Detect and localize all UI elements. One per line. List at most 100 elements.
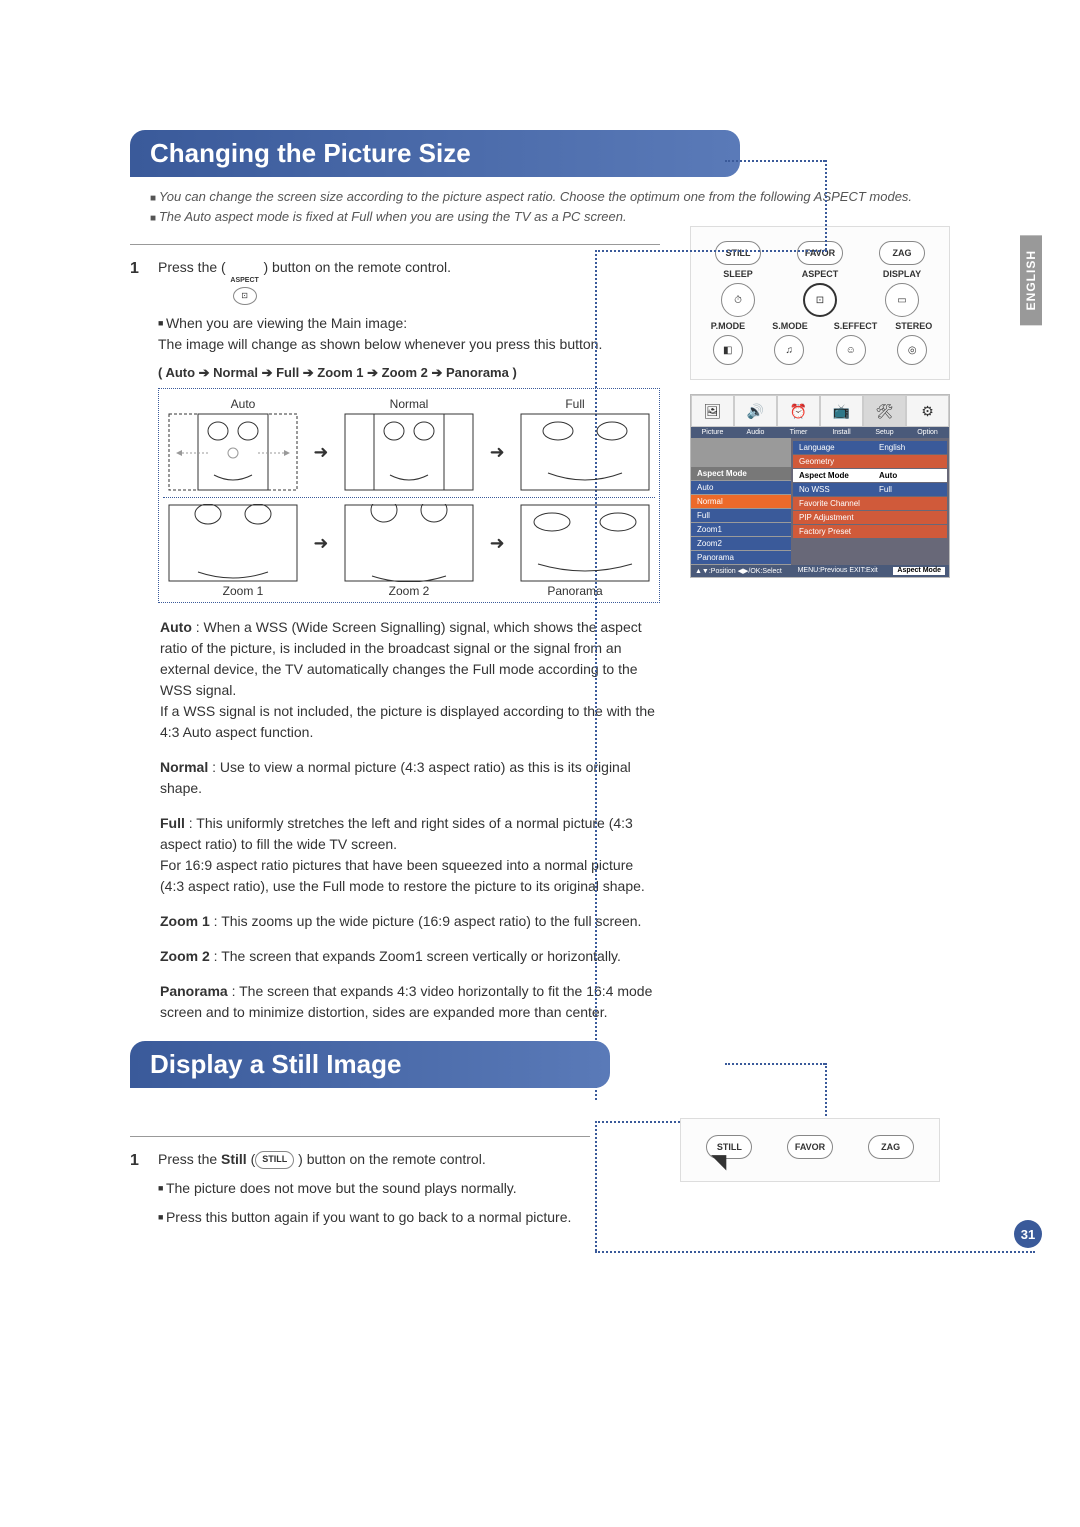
- mode-sequence: ( Auto ➔ Normal ➔ Full ➔ Zoom 1 ➔ Zoom 2…: [158, 363, 660, 383]
- osd-tab-icon: 🛠: [863, 395, 906, 427]
- remote-label: P.MODE: [711, 321, 745, 331]
- desc-text: : This uniformly stretches the left and …: [160, 815, 645, 894]
- step-sub: The picture does not move but the sound …: [158, 1178, 590, 1199]
- dot-decoration: [725, 1063, 825, 1065]
- osd-tab-icon: 📺: [820, 395, 863, 427]
- page-number: 31: [1014, 1220, 1042, 1248]
- step-text: ) button on the remote control.: [263, 259, 451, 275]
- desc-label: Zoom 2: [160, 948, 210, 964]
- osd-tab-icon: ⚙: [906, 395, 949, 427]
- osd-menu: 🖼 🔊 ⏰ 📺 🛠 ⚙ PictureAudioTimerInstallSetu…: [690, 394, 950, 578]
- diagram-panorama: [520, 504, 650, 582]
- remote-label: STEREO: [895, 321, 929, 331]
- dot-decoration: [825, 1063, 827, 1123]
- osd-item: Zoom2: [691, 537, 791, 550]
- step-text: ) button on the remote control.: [294, 1151, 485, 1167]
- osd-item: Auto: [691, 481, 791, 494]
- osd-tab-icon: ⏰: [777, 395, 820, 427]
- remote-label: S.EFFECT: [834, 321, 868, 331]
- dot-decoration: [595, 250, 827, 252]
- divider: [130, 244, 660, 245]
- remote-label: DISPLAY: [879, 269, 925, 279]
- aspect-diagram: Auto Normal Full ➜ ➜: [158, 388, 660, 603]
- step-text: Press the: [158, 1151, 221, 1167]
- section-title-still-image: Display a Still Image: [130, 1041, 610, 1088]
- step-sub: Press this button again if you want to g…: [158, 1207, 590, 1228]
- intro-line-1: You can change the screen size according…: [150, 189, 912, 204]
- osd-tab-icon: 🔊: [734, 395, 777, 427]
- desc-text: : The screen that expands 4:3 video hori…: [160, 983, 652, 1020]
- section-title-picture-size: Changing the Picture Size: [130, 130, 740, 177]
- step-sub: When you are viewing the Main image: The…: [158, 313, 660, 355]
- language-tab: ENGLISH: [1020, 235, 1042, 325]
- intro-line-2: The Auto aspect mode is fixed at Full wh…: [150, 209, 627, 224]
- osd-tab-icon: 🖼: [691, 395, 734, 427]
- step-number: 1: [130, 1149, 146, 1228]
- diagram-label: Zoom 2: [344, 582, 474, 600]
- desc-label: Panorama: [160, 983, 228, 999]
- remote-favor-button: FAVOR: [787, 1135, 833, 1159]
- pmode-icon: ◧: [713, 335, 743, 365]
- remote-favor-button: FAVOR: [797, 241, 843, 265]
- osd-item: Panorama: [691, 551, 791, 564]
- step-text: Press the (: [158, 259, 226, 275]
- osd-item: Normal: [691, 495, 791, 508]
- diagram-normal: [344, 413, 474, 491]
- remote-illustration-2: STILL FAVOR ZAG ◥: [680, 1118, 940, 1182]
- diagram-label: Panorama: [510, 582, 640, 600]
- display-icon: ▭: [885, 283, 919, 317]
- osd-item: Zoom1: [691, 523, 791, 536]
- remote-zag-button: ZAG: [879, 241, 925, 265]
- diagram-label: Zoom 1: [178, 582, 308, 600]
- desc-label: Auto: [160, 619, 192, 635]
- dot-decoration: [725, 160, 825, 162]
- remote-label: ASPECT: [797, 269, 843, 279]
- dot-decoration: [595, 250, 597, 1100]
- osd-item: Full: [691, 509, 791, 522]
- desc-text: : Use to view a normal picture (4:3 aspe…: [160, 759, 631, 796]
- diagram-label: Full: [510, 395, 640, 413]
- stereo-icon: ◎: [897, 335, 927, 365]
- aspect-button-icon: ASPECT ⊡: [230, 276, 260, 305]
- osd-right-item: PIP Adjustment: [793, 511, 947, 524]
- osd-footer-text: MENU:Previous EXIT:Exit: [798, 567, 878, 575]
- osd-footer-badge: Aspect Mode: [893, 567, 945, 575]
- osd-right-item: Aspect ModeAuto: [793, 469, 947, 482]
- diagram-full: [520, 413, 650, 491]
- osd-tab-labels: PictureAudioTimerInstallSetupOption: [691, 427, 949, 438]
- osd-right-item: Factory Preset: [793, 525, 947, 538]
- remote-zag-button: ZAG: [868, 1135, 914, 1159]
- diagram-zoom1: [168, 504, 298, 582]
- still-button-icon: STILL: [255, 1151, 294, 1169]
- desc-text: : The screen that expands Zoom1 screen v…: [210, 948, 621, 964]
- remote-label: SLEEP: [715, 269, 761, 279]
- step-number: 1: [130, 257, 146, 603]
- dot-decoration: [595, 1121, 597, 1251]
- dot-decoration: [595, 1251, 1035, 1253]
- diagram-label: Normal: [344, 395, 474, 413]
- diagram-zoom2: [344, 504, 474, 582]
- desc-text: : When a WSS (Wide Screen Signalling) si…: [160, 619, 655, 740]
- dot-decoration: [825, 160, 827, 250]
- pointer-icon: ◥: [711, 1149, 726, 1174]
- step-text: (: [247, 1151, 256, 1167]
- desc-label: Normal: [160, 759, 208, 775]
- desc-text: : This zooms up the wide picture (16:9 a…: [210, 913, 642, 929]
- osd-right-item: LanguageEnglish: [793, 441, 947, 454]
- diagram-auto: [168, 413, 298, 491]
- osd-right-item: Favorite Channel: [793, 497, 947, 510]
- desc-label: Zoom 1: [160, 913, 210, 929]
- remote-label: S.MODE: [772, 321, 806, 331]
- osd-right-item: No WSSFull: [793, 483, 947, 496]
- seffect-icon: ☺: [836, 335, 866, 365]
- still-bold: Still: [221, 1151, 247, 1167]
- diagram-label: Auto: [178, 395, 308, 413]
- osd-footer-text: ▲▼:Position ◀▶/OK:Select: [695, 567, 782, 575]
- desc-label: Full: [160, 815, 185, 831]
- smode-icon: ♫: [774, 335, 804, 365]
- osd-right-item: Geometry: [793, 455, 947, 468]
- aspect-icon: ⊡: [803, 283, 837, 317]
- sleep-icon: ⏱: [721, 283, 755, 317]
- osd-left-header: Aspect Mode: [691, 467, 791, 480]
- remote-still-button: STILL: [715, 241, 761, 265]
